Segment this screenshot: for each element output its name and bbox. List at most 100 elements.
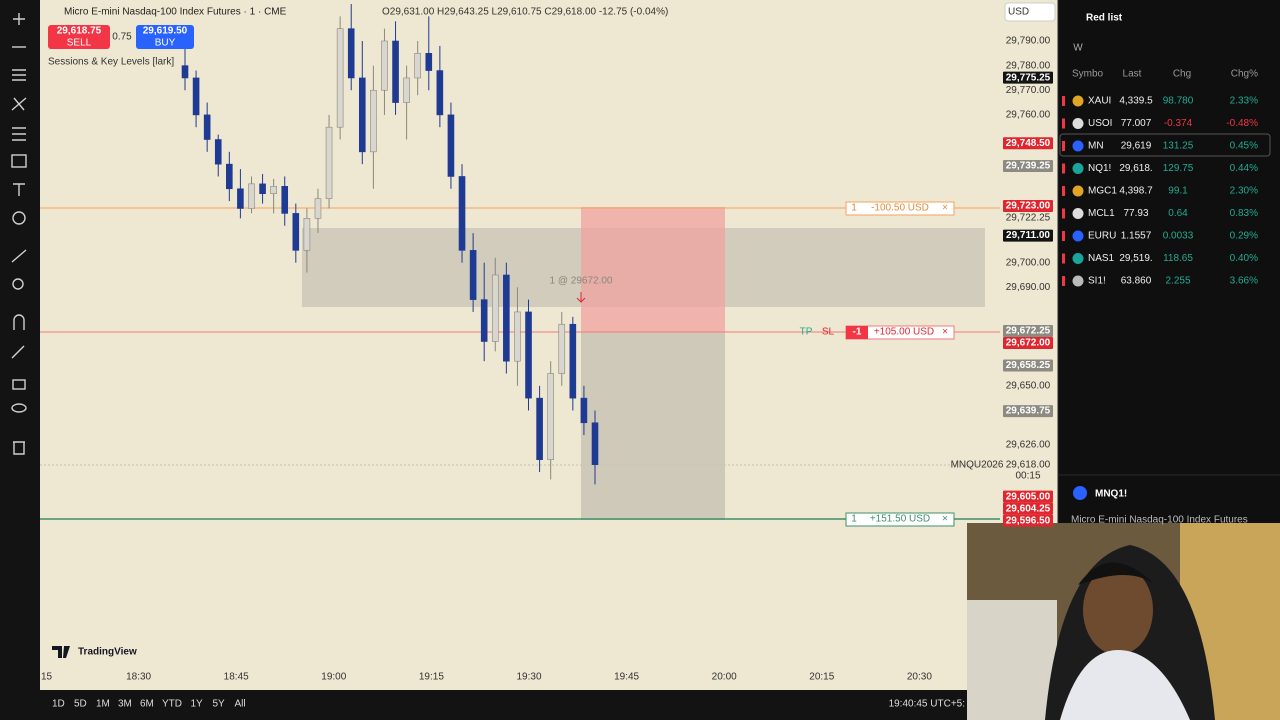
column-header: Symbo [1072,69,1104,80]
time-label: 20:15 [809,672,834,683]
price-label: 29,739.25 [1006,161,1051,172]
watch-symbol[interactable]: EURU [1088,231,1116,242]
watch-change: 0.0033 [1163,231,1194,242]
symbol-icon [1072,140,1084,152]
watch-change: 129.75 [1163,163,1194,174]
watch-symbol[interactable]: USOI [1088,118,1112,129]
price-label: 29,672.00 [1006,338,1051,349]
fib-icon[interactable] [12,69,26,81]
timeframe-button[interactable]: All [235,699,246,710]
entry-qty[interactable]: -1 [853,327,862,338]
magnet-icon[interactable] [13,314,25,330]
trash-icon[interactable] [13,441,25,455]
watch-change-pct: 0.83% [1230,208,1258,219]
tp-button[interactable]: TP [800,327,813,338]
target-close[interactable]: × [942,514,948,525]
sell-price[interactable]: 29,618.75 [57,26,102,37]
sell-label[interactable]: SELL [67,38,92,49]
row-flag [1062,141,1065,151]
stop-qty[interactable]: 1 [851,203,857,214]
candle-body [336,28,344,128]
eye-icon[interactable] [11,403,27,413]
candle-body [281,186,289,214]
candle-body [248,183,255,209]
buy-price[interactable]: 29,619.50 [143,26,188,37]
price-label: 29,596.50 [1006,515,1051,526]
symbol-icon [1072,163,1084,174]
timeframe-button[interactable]: 1D [52,699,65,710]
symbol-icon [1072,95,1084,107]
cursor-icon[interactable] [13,13,25,25]
target-pnl[interactable]: +151.50 USD [870,514,930,525]
timeframe-button[interactable]: YTD [162,699,182,710]
sell-button[interactable] [48,25,110,49]
watch-last: 29,519. [1119,253,1152,264]
stop-pnl[interactable]: -100.50 USD [871,203,929,214]
watch-last: 1.1557 [1121,231,1152,242]
pencil-icon[interactable] [11,345,25,359]
watchlist-tab[interactable]: W [1073,43,1083,54]
buy-button[interactable] [136,25,194,49]
watch-change-pct: 2.30% [1230,186,1258,197]
zoom-icon[interactable] [12,278,24,290]
sl-button[interactable]: SL [822,327,835,338]
contract: MNQU2026 [951,460,1004,471]
candle-body [392,40,399,103]
detail-icon [1073,486,1087,500]
buy-label[interactable]: BUY [155,38,176,49]
entry-close[interactable]: × [942,327,948,338]
timeframe-button[interactable]: 5D [74,699,87,710]
forecast-icon[interactable] [12,127,26,141]
stop-close[interactable]: × [942,203,948,214]
timeframe-button[interactable]: 3M [118,699,132,710]
price-label-bg [1003,514,1053,527]
watch-symbol[interactable]: SI1! [1088,276,1106,287]
candle-body [469,250,477,300]
text-icon[interactable] [13,183,25,196]
watch-symbol[interactable]: MGC1 [1088,186,1117,197]
lock-icon[interactable] [12,379,26,390]
time-label: 19:15 [419,672,444,683]
timeframe-button[interactable]: 6M [140,699,154,710]
price-label: 29,760.00 [1006,110,1051,121]
entry-qty-box[interactable] [846,326,868,339]
price-label-bg [1003,337,1053,350]
candle-body [503,274,510,362]
candle-body [270,186,277,195]
price-label-bg [1003,325,1053,338]
candle-body [525,311,532,399]
countdown: 00:15 [1015,471,1040,482]
price-label-bg [1003,137,1053,150]
price-label: 29,700.00 [1006,257,1051,268]
watchlist-title[interactable]: Red list [1086,13,1123,24]
emoji-icon[interactable] [12,211,26,225]
time-label: 20:00 [712,672,737,683]
pattern-icon[interactable] [11,97,27,111]
target-order-box[interactable] [845,512,955,527]
price-label-bg [1003,405,1053,418]
candle-body [292,213,300,251]
entry-pnl[interactable]: +105.00 USD [874,327,934,338]
ruler-icon[interactable] [11,249,27,263]
shape-icon[interactable] [11,154,27,168]
symbol-icon [1072,185,1084,197]
currency-select[interactable] [1004,2,1056,22]
watch-symbol[interactable]: NAS1 [1088,253,1115,264]
stop-order-box[interactable] [845,201,955,216]
timeframe-button[interactable]: 1Y [191,699,204,710]
price-label: 29,711.00 [1006,230,1050,241]
timeframe-button[interactable]: 5Y [213,699,226,710]
candle-body [237,188,244,209]
watch-symbol[interactable]: MCL1 [1088,208,1115,219]
target-qty[interactable]: 1 [851,514,857,525]
watch-change: 2.255 [1165,276,1190,287]
candle-body [514,311,521,362]
currency[interactable]: USD [1008,7,1029,18]
candle-body [347,28,355,79]
symbol-icon [1072,230,1084,242]
timeframe-button[interactable]: 1M [96,699,110,710]
watch-symbol[interactable]: XAUI [1088,96,1111,107]
watch-symbol[interactable]: NQ1! [1088,163,1111,174]
price-label-bg [1003,159,1053,172]
watch-symbol[interactable]: MN [1088,141,1104,152]
